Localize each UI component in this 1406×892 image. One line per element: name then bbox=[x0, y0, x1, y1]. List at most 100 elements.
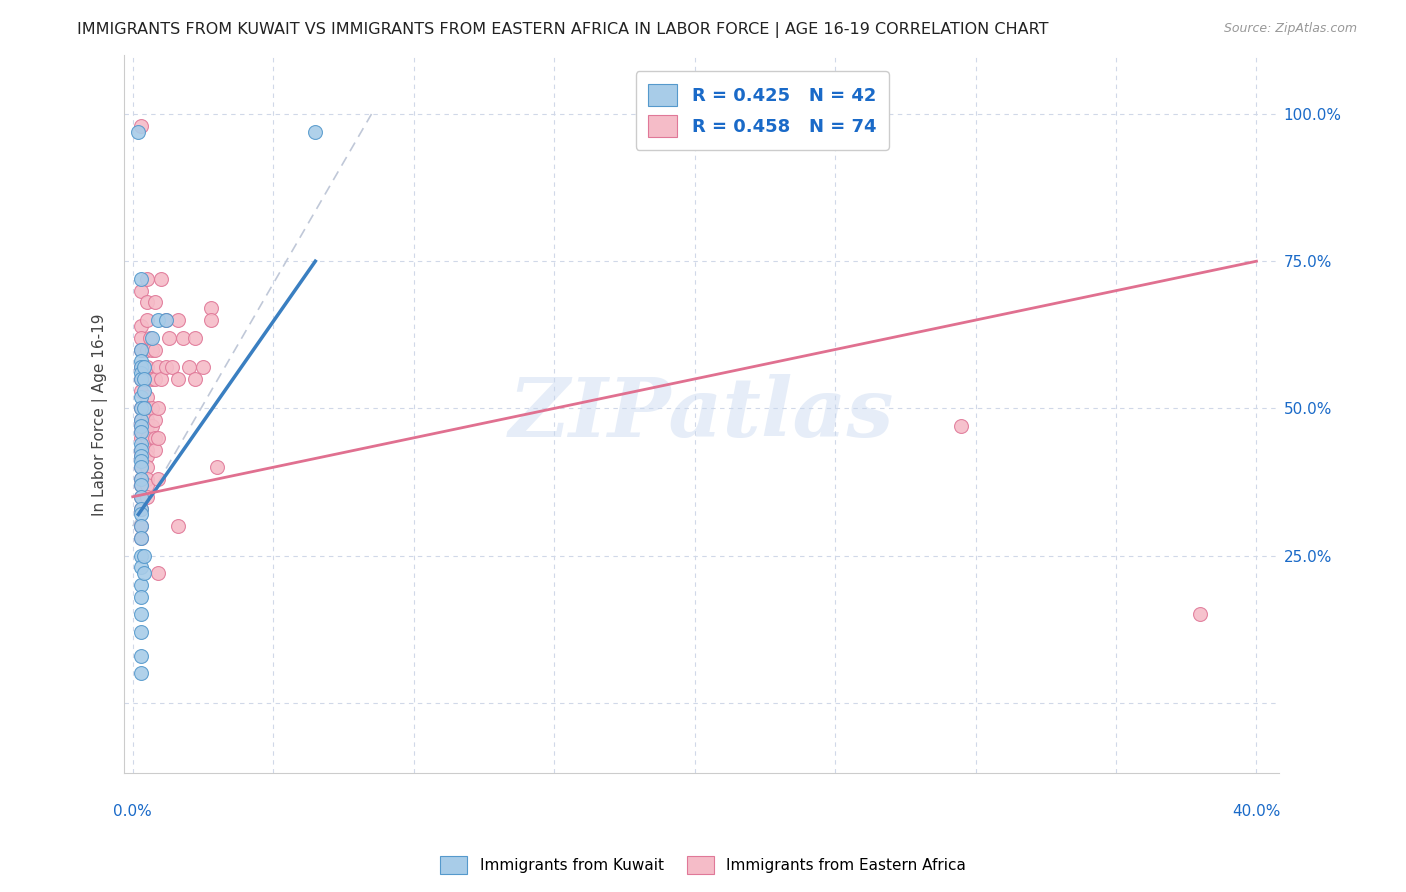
Point bbox=[129, 454, 152, 468]
Point bbox=[129, 490, 152, 504]
Point bbox=[127, 125, 149, 139]
Point bbox=[129, 331, 152, 345]
Point bbox=[129, 436, 152, 450]
Point bbox=[135, 343, 157, 357]
Point bbox=[155, 313, 177, 327]
Point bbox=[129, 360, 152, 375]
Point bbox=[129, 460, 152, 475]
Legend: R = 0.425   N = 42, R = 0.458   N = 74: R = 0.425 N = 42, R = 0.458 N = 74 bbox=[636, 71, 889, 150]
Point bbox=[135, 360, 157, 375]
Point bbox=[146, 431, 169, 445]
Point bbox=[129, 472, 152, 486]
Point bbox=[135, 431, 157, 445]
Point bbox=[146, 313, 169, 327]
Point bbox=[146, 472, 169, 486]
Y-axis label: In Labor Force | Age 16-19: In Labor Force | Age 16-19 bbox=[93, 313, 108, 516]
Point bbox=[129, 343, 152, 357]
Point bbox=[132, 372, 155, 386]
Point bbox=[129, 578, 152, 592]
Point bbox=[129, 384, 152, 398]
Point bbox=[141, 372, 163, 386]
Point bbox=[166, 519, 188, 533]
Text: Source: ZipAtlas.com: Source: ZipAtlas.com bbox=[1223, 22, 1357, 36]
Text: IMMIGRANTS FROM KUWAIT VS IMMIGRANTS FROM EASTERN AFRICA IN LABOR FORCE | AGE 16: IMMIGRANTS FROM KUWAIT VS IMMIGRANTS FRO… bbox=[77, 22, 1049, 38]
Point bbox=[129, 425, 152, 439]
Point bbox=[132, 549, 155, 563]
Text: ZIPatlas: ZIPatlas bbox=[509, 375, 894, 454]
Point bbox=[143, 295, 166, 310]
Point bbox=[129, 531, 152, 545]
Point bbox=[129, 531, 152, 545]
Point bbox=[129, 560, 152, 574]
Point bbox=[129, 508, 152, 522]
Point bbox=[135, 390, 157, 404]
Point bbox=[141, 419, 163, 434]
Point bbox=[143, 372, 166, 386]
Point bbox=[129, 413, 152, 427]
Point bbox=[157, 331, 180, 345]
Point bbox=[166, 313, 188, 327]
Point bbox=[129, 625, 152, 640]
Point bbox=[129, 666, 152, 681]
Point bbox=[200, 313, 222, 327]
Point bbox=[205, 460, 228, 475]
Point bbox=[135, 419, 157, 434]
Point bbox=[132, 566, 155, 581]
Point bbox=[129, 478, 152, 492]
Point bbox=[138, 331, 160, 345]
Text: 40.0%: 40.0% bbox=[1232, 804, 1281, 819]
Point bbox=[129, 419, 152, 434]
Point bbox=[129, 272, 152, 286]
Point bbox=[141, 331, 163, 345]
Point bbox=[166, 372, 188, 386]
Point bbox=[135, 490, 157, 504]
Point bbox=[183, 372, 205, 386]
Point bbox=[129, 390, 152, 404]
Point bbox=[129, 472, 152, 486]
Point bbox=[141, 401, 163, 416]
Point bbox=[129, 501, 152, 516]
Point bbox=[146, 401, 169, 416]
Point bbox=[149, 372, 172, 386]
Point bbox=[160, 360, 183, 375]
Point bbox=[135, 272, 157, 286]
Point bbox=[146, 360, 169, 375]
Point bbox=[135, 401, 157, 416]
Point bbox=[129, 318, 152, 333]
Point bbox=[146, 566, 169, 581]
Point bbox=[129, 442, 152, 457]
Point bbox=[135, 478, 157, 492]
Legend: Immigrants from Kuwait, Immigrants from Eastern Africa: Immigrants from Kuwait, Immigrants from … bbox=[434, 850, 972, 880]
Point bbox=[129, 372, 152, 386]
Point bbox=[129, 449, 152, 463]
Point bbox=[129, 354, 152, 368]
Point bbox=[132, 360, 155, 375]
Point bbox=[143, 413, 166, 427]
Point bbox=[129, 372, 152, 386]
Point bbox=[143, 431, 166, 445]
Point bbox=[200, 301, 222, 316]
Point bbox=[129, 401, 152, 416]
Point bbox=[129, 490, 152, 504]
Point bbox=[129, 519, 152, 533]
Point bbox=[177, 360, 200, 375]
Point bbox=[135, 460, 157, 475]
Point bbox=[129, 648, 152, 663]
Point bbox=[129, 119, 152, 133]
Point bbox=[172, 331, 194, 345]
Point bbox=[129, 501, 152, 516]
Point bbox=[141, 343, 163, 357]
Point bbox=[135, 442, 157, 457]
Point bbox=[155, 360, 177, 375]
Point bbox=[135, 413, 157, 427]
Point bbox=[191, 360, 214, 375]
Point bbox=[129, 360, 152, 375]
Point bbox=[129, 478, 152, 492]
Point bbox=[135, 372, 157, 386]
Point bbox=[135, 313, 157, 327]
Point bbox=[129, 549, 152, 563]
Point bbox=[1189, 607, 1212, 622]
Point bbox=[143, 343, 166, 357]
Point bbox=[129, 607, 152, 622]
Point bbox=[143, 442, 166, 457]
